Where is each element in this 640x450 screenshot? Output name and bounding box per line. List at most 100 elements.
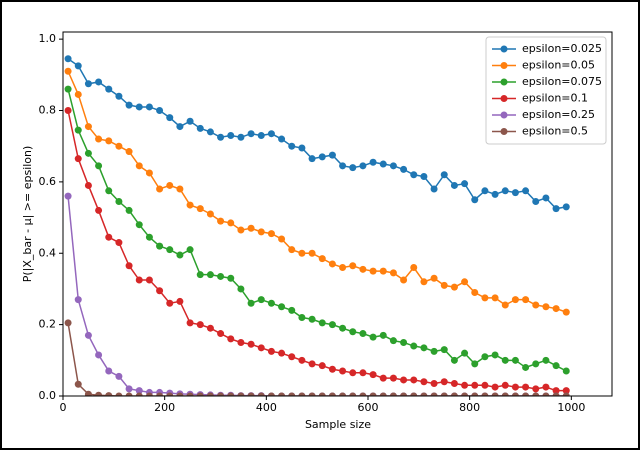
marker: [84, 331, 92, 339]
marker: [278, 303, 286, 311]
marker: [308, 315, 316, 323]
marker: [125, 206, 133, 214]
legend: [485, 36, 607, 145]
marker: [267, 392, 275, 396]
marker: [511, 296, 519, 304]
marker: [339, 392, 347, 396]
marker: [501, 356, 509, 364]
marker: [389, 269, 397, 277]
marker: [562, 387, 570, 395]
marker: [339, 264, 347, 272]
marker: [349, 328, 357, 336]
marker: [227, 392, 235, 396]
marker: [135, 387, 143, 395]
marker: [501, 301, 509, 309]
marker: [105, 233, 113, 241]
marker: [105, 392, 113, 396]
marker: [206, 128, 214, 136]
marker: [318, 362, 326, 370]
marker: [481, 353, 489, 361]
marker: [74, 126, 82, 134]
marker: [145, 392, 153, 396]
marker: [95, 206, 103, 214]
marker: [369, 267, 377, 275]
marker: [145, 169, 153, 177]
marker: [196, 124, 204, 132]
marker: [115, 372, 123, 380]
marker: [237, 133, 245, 141]
marker: [430, 274, 438, 282]
marker: [227, 274, 235, 282]
marker: [267, 299, 275, 307]
marker: [135, 276, 143, 284]
marker: [74, 155, 82, 163]
marker: [420, 278, 428, 286]
marker: [471, 196, 479, 204]
marker: [74, 296, 82, 304]
marker: [400, 376, 408, 384]
marker: [247, 392, 255, 396]
marker: [532, 360, 540, 368]
marker: [115, 92, 123, 100]
marker: [542, 383, 550, 391]
x-tick-label: 0: [60, 401, 67, 414]
marker: [471, 289, 479, 297]
marker: [562, 392, 570, 396]
marker: [430, 380, 438, 388]
marker: [267, 347, 275, 355]
marker: [64, 192, 72, 200]
legend-marker: [500, 62, 508, 69]
marker: [389, 374, 397, 382]
marker: [308, 249, 316, 257]
marker: [461, 392, 469, 396]
marker: [552, 387, 560, 395]
marker: [450, 283, 458, 291]
marker: [532, 392, 540, 396]
marker: [532, 198, 540, 206]
marker: [64, 55, 72, 63]
marker: [379, 374, 387, 382]
marker: [186, 117, 194, 125]
marker: [115, 392, 123, 396]
marker: [217, 272, 225, 280]
marker: [74, 380, 82, 388]
marker: [369, 333, 377, 341]
marker: [308, 360, 316, 368]
marker: [501, 187, 509, 195]
marker: [217, 330, 225, 338]
marker: [328, 151, 336, 159]
marker: [288, 142, 296, 150]
marker: [176, 123, 184, 131]
marker: [359, 162, 367, 170]
marker: [461, 349, 469, 357]
marker: [176, 185, 184, 193]
marker: [349, 262, 357, 270]
y-tick-label: 0.6: [39, 175, 57, 188]
legend-marker: [500, 95, 508, 102]
marker: [491, 351, 499, 359]
marker: [156, 287, 164, 295]
marker: [461, 381, 469, 389]
marker: [562, 203, 570, 211]
marker: [562, 308, 570, 316]
marker: [115, 239, 123, 247]
marker: [542, 303, 550, 311]
marker: [349, 392, 357, 396]
marker: [145, 276, 153, 284]
marker: [471, 360, 479, 368]
marker: [501, 381, 509, 389]
marker: [298, 249, 306, 257]
marker: [95, 391, 103, 396]
marker: [522, 363, 530, 371]
marker: [64, 319, 72, 327]
marker: [481, 187, 489, 195]
marker: [532, 301, 540, 309]
marker: [74, 90, 82, 98]
marker: [247, 340, 255, 348]
marker: [379, 160, 387, 168]
marker: [420, 392, 428, 396]
marker: [420, 173, 428, 181]
marker: [481, 392, 489, 396]
marker: [257, 344, 265, 352]
marker: [176, 392, 184, 396]
